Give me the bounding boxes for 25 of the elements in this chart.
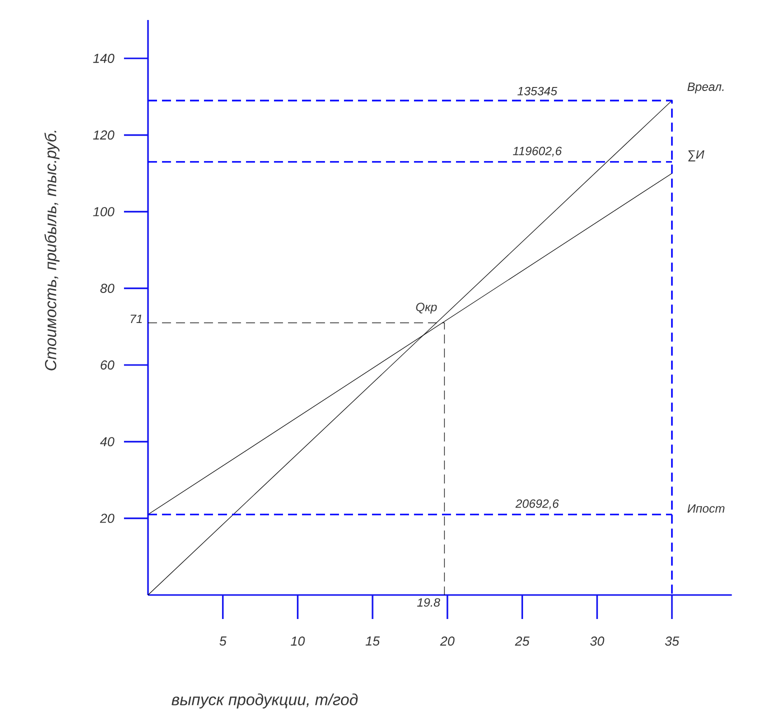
annotation: 20692,6 bbox=[515, 499, 559, 510]
x-tick-label: 25 bbox=[514, 636, 530, 646]
y-tick-label: 120 bbox=[93, 130, 114, 140]
x-tick-label: 20 bbox=[440, 636, 455, 646]
annotation: 71 bbox=[130, 314, 142, 323]
annotation: Ипост bbox=[688, 504, 724, 513]
y-axis-title: Стоимость, прибыль, тыс.руб. bbox=[44, 130, 60, 370]
x-axis-title: выпуск продукции, т/год bbox=[172, 694, 358, 708]
x-tick-label: 5 bbox=[220, 636, 226, 646]
x-tick-label: 30 bbox=[590, 636, 604, 646]
y-tick-label: 100 bbox=[93, 207, 114, 216]
annotation: 119602,6 bbox=[512, 146, 562, 157]
annotation: 135345 bbox=[518, 86, 558, 96]
y-tick-label: 80 bbox=[100, 284, 114, 293]
y-tick-label: 140 bbox=[93, 54, 114, 63]
annotation: 19.8 bbox=[417, 598, 440, 607]
y-tick-label: 40 bbox=[100, 437, 114, 446]
annotation: Вреал. bbox=[688, 82, 724, 94]
x-tick-label: 10 bbox=[290, 636, 305, 646]
annotation: ∑И bbox=[688, 150, 704, 162]
y-tick-label: 60 bbox=[100, 360, 114, 370]
annotation: Qкр bbox=[416, 302, 437, 314]
y-tick-label: 20 bbox=[100, 514, 114, 523]
x-tick-label: 35 bbox=[665, 636, 680, 646]
x-tick-label: 15 bbox=[366, 636, 380, 646]
